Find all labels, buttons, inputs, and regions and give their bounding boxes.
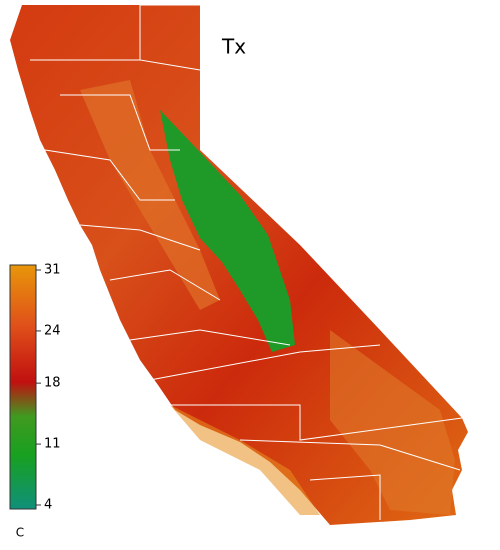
- central-valley: [80, 80, 220, 310]
- unit-label: C: [16, 526, 24, 540]
- color-legend: C 31 24 18 11 4: [9, 263, 61, 540]
- tick-label: 24: [44, 323, 61, 338]
- tick-label: 31: [44, 263, 61, 278]
- tick-label: 11: [44, 437, 61, 452]
- tick-label: 18: [44, 376, 61, 391]
- tick-label: 4: [44, 498, 52, 513]
- map-title: Tx: [221, 35, 246, 59]
- coast-south: [170, 405, 320, 515]
- california: [10, 4, 468, 525]
- county-lines: [30, 4, 463, 520]
- color-bar: [9, 264, 37, 510]
- sierra-nevada: [160, 110, 295, 352]
- desert-east: [330, 330, 455, 515]
